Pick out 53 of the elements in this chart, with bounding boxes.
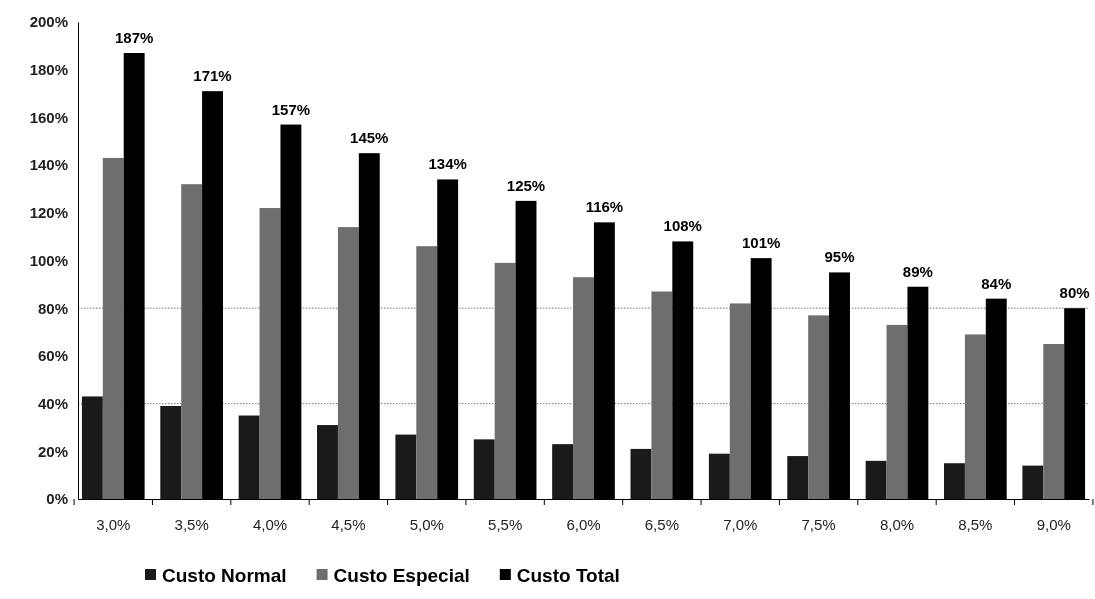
legend-label: Custo Especial	[333, 564, 470, 586]
y-tick-label: 80%	[37, 299, 68, 317]
x-tick-label: 8,0%	[879, 515, 915, 533]
data-label: 171%	[193, 67, 232, 85]
x-tick-label: 4,0%	[252, 515, 288, 533]
y-tick-label: 160%	[29, 108, 68, 126]
data-label: 95%	[824, 248, 855, 266]
y-tick-label: 0%	[46, 490, 68, 508]
bar	[865, 460, 887, 499]
y-tick-label: 180%	[29, 61, 68, 78]
x-tick-label: 7,5%	[801, 515, 836, 533]
x-tick-label: 5,0%	[409, 515, 444, 533]
bar	[630, 448, 652, 499]
y-tick-label: 140%	[29, 156, 68, 174]
x-tick-label: 3,0%	[96, 515, 131, 533]
x-tick-label: 4,5%	[331, 515, 366, 533]
data-label: 157%	[271, 100, 311, 118]
data-label: 89%	[902, 262, 933, 280]
y-tick-label: 40%	[37, 394, 68, 412]
x-tick-label: 7,0%	[723, 515, 758, 533]
x-tick-label: 9,0%	[1036, 515, 1071, 533]
bar	[160, 405, 182, 499]
bar	[238, 415, 260, 499]
bar	[944, 463, 965, 499]
bar	[395, 434, 417, 499]
data-label: 134%	[428, 155, 467, 173]
data-label: 187%	[114, 29, 154, 47]
data-label: 108%	[663, 217, 702, 235]
x-tick-label: 8,5%	[958, 515, 993, 533]
bar	[552, 444, 574, 499]
x-tick-label: 6,5%	[644, 515, 679, 533]
data-label: 80%	[1059, 284, 1090, 302]
data-label: 84%	[981, 274, 1012, 292]
data-label: 125%	[506, 176, 546, 194]
y-tick-label: 20%	[37, 442, 68, 460]
x-tick-label: 6,0%	[566, 515, 601, 533]
legend-label: Custo Total	[516, 564, 620, 586]
data-label: 145%	[350, 129, 389, 147]
legend-label: Custo Normal	[162, 564, 287, 586]
bar	[317, 425, 338, 499]
bar	[708, 453, 730, 499]
data-label: 101%	[741, 234, 781, 252]
y-tick-label: 120%	[29, 204, 68, 222]
y-tick-label: 200%	[29, 13, 68, 31]
bar	[787, 456, 809, 499]
y-tick-label: 60%	[37, 347, 68, 365]
bar	[81, 396, 103, 499]
x-tick-label: 3,5%	[174, 515, 209, 533]
y-tick-label: 100%	[29, 251, 68, 269]
data-label: 116%	[585, 198, 624, 216]
x-tick-label: 5,5%	[488, 515, 523, 533]
bar	[1022, 465, 1044, 499]
bar	[473, 439, 495, 499]
